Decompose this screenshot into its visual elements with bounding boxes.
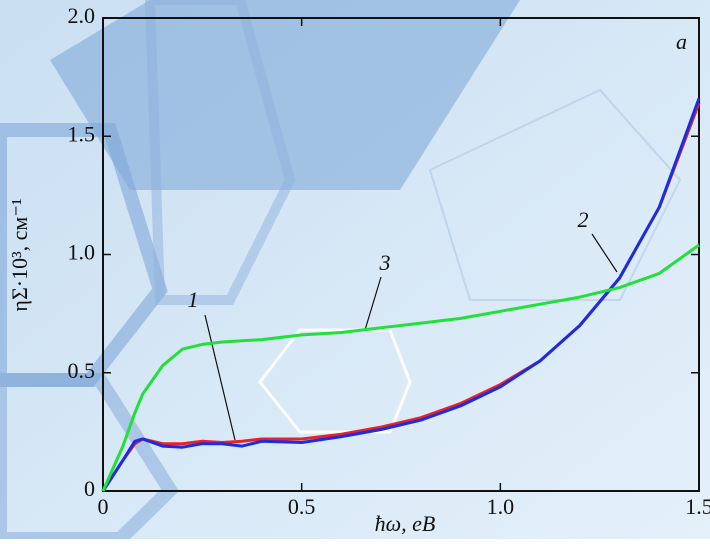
leader-line [591, 233, 618, 273]
y-tick-label: 0 [84, 476, 95, 501]
series-line [101, 243, 700, 492]
leader-line [204, 314, 236, 441]
x-tick-label: 1.5 [685, 494, 710, 519]
y-tick-label: 2.0 [68, 3, 96, 28]
x-tick-label: 0 [98, 494, 109, 519]
y-axis-label: ηΣ·10³, см⁻¹ [7, 198, 32, 311]
y-tick-label: 1.0 [68, 240, 96, 265]
y-tick-label: 1.5 [68, 121, 96, 146]
series-label: 2 [578, 207, 589, 232]
y-tick-label: 0.5 [68, 358, 96, 383]
x-tick-label: 1.0 [487, 494, 515, 519]
panel-label: a [676, 29, 687, 54]
series-label: 1 [188, 287, 199, 312]
x-axis-label: ħω, eB [375, 511, 436, 536]
annotations [204, 233, 618, 441]
series-label: 3 [379, 250, 391, 275]
leader-line [364, 276, 382, 331]
series-line [101, 97, 701, 492]
x-tick-label: 0.5 [288, 494, 316, 519]
decoration [0, 0, 682, 544]
